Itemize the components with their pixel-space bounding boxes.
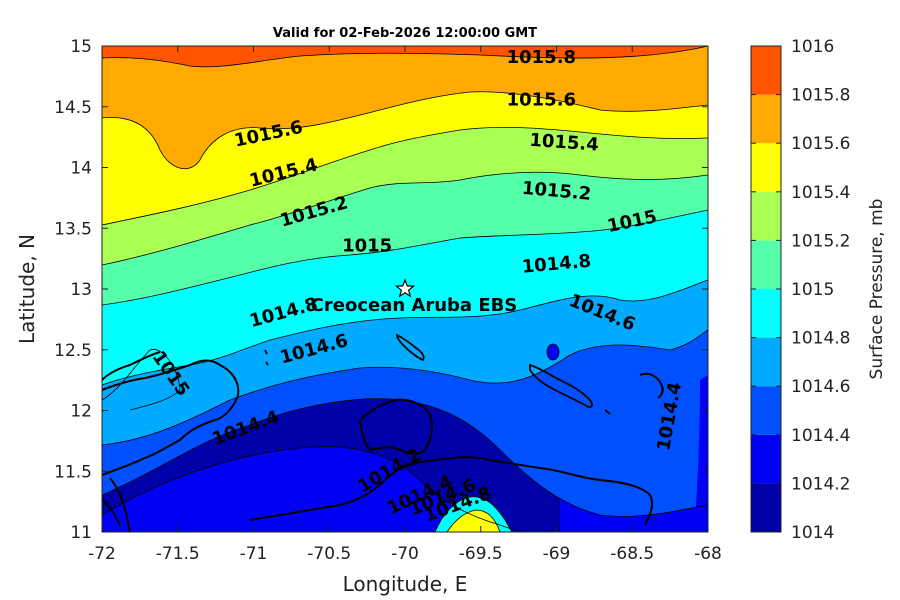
island-klein-curacao — [604, 409, 611, 415]
station-label: Creocean Aruba EBS — [311, 295, 518, 316]
x-tick-label: -70.5 — [307, 544, 351, 564]
station-star-icon — [394, 278, 416, 298]
colorbar-tick-label: 1014.2 — [791, 474, 850, 494]
y-tick-label: 15 — [70, 37, 92, 57]
contour-label: 1015 — [342, 235, 392, 256]
low-cell-west — [695, 375, 708, 520]
coastline-venezuela-west — [102, 359, 240, 476]
coastline-falcon — [249, 456, 654, 526]
pressure-field — [102, 46, 708, 532]
contour-line — [102, 171, 708, 266]
colorbar-band — [751, 337, 781, 387]
colorbar-label: Surface Pressure, mb — [867, 199, 887, 380]
island-islet — [264, 349, 269, 366]
x-tick-label: -68.5 — [610, 544, 654, 564]
colorbar-tick-label: 1015.2 — [791, 231, 850, 251]
colorbar-band — [751, 289, 781, 338]
islands — [264, 333, 611, 415]
y-tick-label: 11 — [70, 523, 92, 543]
y-tick-label: 13.5 — [54, 219, 92, 239]
colorbar-tick-label: 1016 — [791, 37, 834, 57]
colorbar-band — [751, 386, 781, 435]
band-1015-6 — [102, 46, 708, 169]
coastline-guajira — [102, 351, 161, 381]
coastline-bonaire — [639, 372, 664, 399]
y-tick-label: 12.5 — [54, 341, 92, 361]
contour-line — [102, 91, 708, 170]
contour-line — [102, 126, 708, 226]
contour-label: 1015.8 — [507, 47, 576, 68]
contour-label: 1015.6 — [507, 90, 576, 111]
coastline-paraguana — [358, 398, 434, 455]
y-tick-label: 14 — [70, 159, 92, 179]
colorbar-band — [751, 94, 781, 144]
x-tick-label: -69.5 — [459, 544, 503, 564]
band-1014-2 — [102, 410, 708, 532]
y-axis-label: Latitude, N — [15, 234, 39, 344]
island-curacao — [529, 363, 593, 408]
y-tick-label: 13 — [70, 280, 92, 300]
contour-line — [102, 209, 708, 306]
contour-line — [102, 349, 181, 411]
low-cell-1014-2 — [546, 343, 560, 361]
x-tick-label: -70 — [391, 544, 419, 564]
colorbar-band — [751, 191, 781, 241]
contour-line — [102, 398, 708, 517]
map-title: Valid for 02-Feb-2026 12:00:00 GMT — [273, 26, 537, 41]
y-tick-label: 14.5 — [54, 98, 92, 118]
colorbar-tick-label: 1014.4 — [791, 426, 850, 446]
x-axis-label: Longitude, E — [343, 572, 468, 596]
x-tick-label: -71 — [240, 544, 268, 564]
x-tick-label: -72 — [88, 544, 116, 564]
colorbar-band — [751, 143, 781, 192]
contour-line — [434, 496, 513, 532]
colorbar-tick-label: 1014.6 — [791, 377, 850, 397]
colorbar-tick-label: 1015 — [791, 280, 834, 300]
contour-line — [102, 446, 521, 532]
island-aruba — [396, 333, 425, 362]
contour-line — [102, 329, 708, 446]
colorbar-band — [751, 240, 781, 289]
contour-line — [102, 46, 708, 68]
coastline-maracaibo — [102, 477, 131, 532]
x-tick-label: -68 — [694, 544, 722, 564]
contour-label: 1015.4 — [529, 130, 600, 156]
colorbar-tick-label: 1015.6 — [791, 134, 850, 154]
colorbar-band — [751, 434, 781, 484]
contour-line — [446, 509, 501, 532]
colorbar: 1016 1015.8 1015.6 1015.4 1015.2 1015 1014.8 10… — [751, 37, 850, 543]
coastlines — [102, 351, 664, 532]
y-tick-label: 11.5 — [54, 462, 92, 482]
y-axis: 15 14.5 14 13.5 13 12.5 12 11.5 11 — [54, 37, 708, 543]
colorbar-band — [751, 483, 781, 532]
band-1015-2-south-pocket — [447, 510, 500, 532]
colorbar-tick-label: 1015.8 — [791, 86, 850, 106]
x-tick-label: -71.5 — [156, 544, 200, 564]
station-marker: Creocean Aruba EBS — [311, 278, 518, 316]
colorbar-band — [751, 46, 781, 95]
x-tick-label: -69 — [543, 544, 571, 564]
contour-lines — [102, 46, 708, 532]
x-axis: -72 -71.5 -71 -70.5 -70 -69.5 -69 -68.5 -68 — [88, 46, 722, 564]
colorbar-tick-label: 1014.8 — [791, 329, 850, 349]
colorbar-tick-label: 1014 — [791, 523, 834, 543]
y-tick-label: 12 — [70, 402, 92, 422]
colorbar-tick-label: 1015.4 — [791, 183, 850, 203]
colorbar-frame — [750, 45, 782, 533]
